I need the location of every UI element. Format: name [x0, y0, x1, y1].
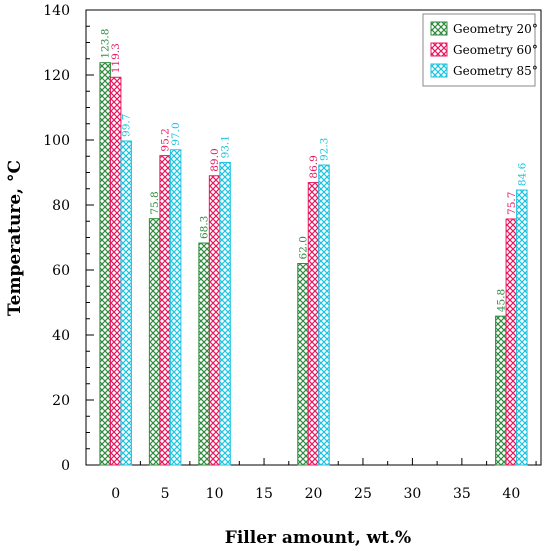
data-label: 75.8: [149, 191, 161, 214]
data-label: 99.7: [121, 114, 133, 137]
x-tick-label: 0: [111, 486, 120, 502]
y-tick-label: 80: [52, 198, 70, 214]
y-tick-label: 0: [61, 458, 70, 474]
bar-1-5: [149, 219, 160, 465]
legend-swatch: [431, 22, 447, 35]
bar-2-20: [308, 183, 319, 465]
y-tick-label: 60: [52, 263, 70, 279]
data-label: 84.6: [516, 162, 528, 186]
y-tick-label: 20: [52, 393, 70, 409]
y-tick-label: 100: [43, 133, 70, 149]
data-label: 68.3: [199, 216, 211, 239]
bar-2-10: [209, 176, 220, 465]
x-tick-label: 25: [354, 486, 372, 502]
data-label: 62.0: [298, 236, 310, 259]
bar-3-10: [220, 162, 231, 465]
data-label: 119.3: [110, 43, 122, 73]
bar-3-40: [517, 190, 528, 465]
data-label: 45.8: [495, 289, 507, 312]
data-label: 93.1: [220, 135, 232, 158]
bar-3-0: [121, 141, 132, 465]
y-axis-title: Temperature, °C: [5, 160, 25, 316]
bars: [100, 63, 527, 465]
data-label: 97.0: [170, 122, 182, 145]
legend-label: Geometry 85°: [453, 64, 538, 78]
legend-label: Geometry 20°: [453, 22, 538, 36]
x-tick-label: 30: [403, 486, 421, 502]
bar-1-40: [496, 316, 507, 465]
x-tick-label: 10: [206, 486, 224, 502]
bar-3-5: [170, 150, 181, 465]
legend-swatch: [431, 64, 447, 77]
bar-3-20: [319, 165, 330, 465]
bar-2-0: [110, 77, 121, 465]
bar-1-20: [298, 264, 309, 466]
bar-1-0: [100, 63, 111, 465]
data-label: 92.3: [319, 138, 331, 161]
bar-1-10: [199, 243, 210, 465]
x-tick-label: 40: [502, 486, 520, 502]
x-axis-title: Filler amount, wt.%: [225, 528, 411, 548]
x-tick-label: 35: [453, 486, 471, 502]
y-tick-label: 120: [43, 68, 70, 84]
x-tick-label: 20: [305, 486, 323, 502]
legend-swatch: [431, 43, 447, 56]
legend: Geometry 20° Geometry 60° Geometry 85°: [423, 14, 538, 86]
y-tick-label: 140: [43, 3, 70, 19]
x-tick-label: 5: [161, 486, 170, 502]
data-label: 75.7: [506, 192, 518, 215]
bar-2-5: [160, 156, 171, 465]
legend-label: Geometry 60°: [453, 43, 538, 57]
y-tick-label: 40: [52, 328, 70, 344]
x-tick-label: 15: [255, 486, 273, 502]
bar-2-40: [506, 219, 516, 465]
